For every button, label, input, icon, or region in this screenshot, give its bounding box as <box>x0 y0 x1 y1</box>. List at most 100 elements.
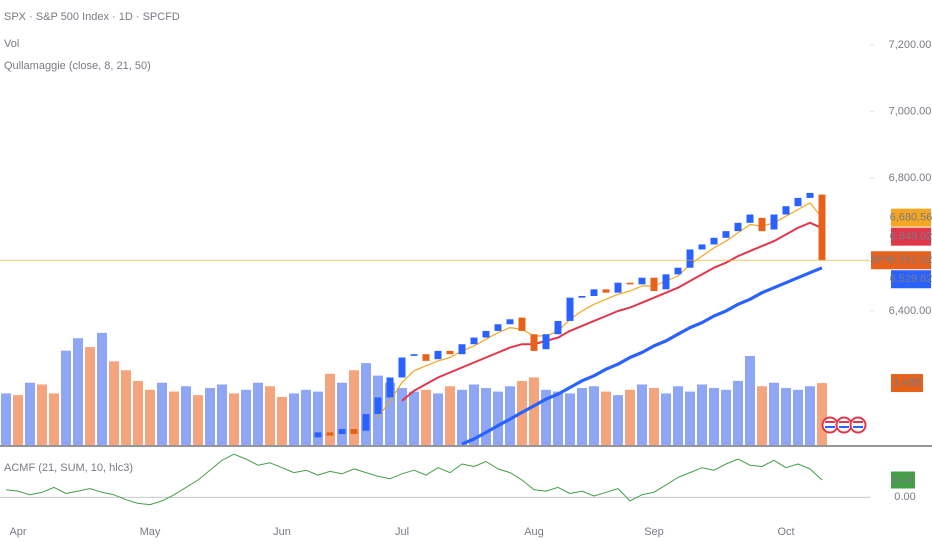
volume-bar <box>733 380 743 445</box>
volume-bar <box>13 395 23 445</box>
x-tick-label: Sep <box>644 526 664 538</box>
price-label: 6,529.82 <box>890 273 932 285</box>
candle-body <box>746 214 754 223</box>
volume-title: Vol <box>4 38 19 50</box>
chart-title: SPX · S&P 500 Index · 1D · SPCFD <box>4 11 180 23</box>
candle-body <box>566 297 574 321</box>
candle-body <box>386 377 394 398</box>
indicator-title: ACMF (21, SUM, 10, hlc3) <box>4 462 133 474</box>
volume-bar <box>241 389 251 445</box>
volume-bar <box>205 388 215 445</box>
candle-body <box>794 197 802 207</box>
indicator-value-label: 0.14 <box>892 474 913 486</box>
volume-bar <box>301 389 311 445</box>
candle-body <box>770 214 778 230</box>
volume-bar <box>541 389 551 445</box>
volume-bar <box>397 388 407 445</box>
candle-body <box>446 350 454 355</box>
candle-body <box>350 429 358 435</box>
candle-body <box>686 249 694 268</box>
candle-body <box>782 206 790 215</box>
event-icons[interactable] <box>821 416 867 434</box>
volume-bar <box>565 393 575 445</box>
volume-bar <box>481 388 491 445</box>
volume-bar <box>313 391 323 445</box>
volume-bar <box>685 391 695 445</box>
candle-body <box>722 231 730 238</box>
event-icon[interactable] <box>821 416 839 434</box>
candle-body <box>590 289 598 297</box>
volume-bar <box>253 382 263 445</box>
volume-bar <box>625 389 635 445</box>
volume-bar <box>61 350 71 445</box>
volume-bar <box>409 391 419 445</box>
volume-bar <box>673 386 683 445</box>
volume-bar <box>325 373 335 445</box>
volume-bar <box>637 384 647 445</box>
y-tick-label: 6,400.00 <box>889 305 932 317</box>
x-tick-label: Jul <box>395 526 409 538</box>
volume-bar <box>589 386 599 445</box>
volume-bar <box>505 386 515 445</box>
candle-body <box>530 334 538 351</box>
moving-average-line <box>461 266 823 445</box>
volume-bar <box>745 356 755 445</box>
moving-average-line <box>401 221 823 402</box>
indicator-layer: 0.00 0.14 <box>0 453 916 506</box>
candle-body <box>410 354 418 356</box>
price-label: 6,649.02 <box>890 231 932 243</box>
candle-body <box>758 217 766 232</box>
x-tick-label: Jun <box>273 526 291 538</box>
volume-bar <box>721 389 731 445</box>
volume-bar <box>133 380 143 445</box>
candle-body <box>422 354 430 361</box>
candle-body <box>662 274 670 290</box>
candle-body <box>434 350 442 360</box>
volume-bar <box>817 383 827 445</box>
volume-bar <box>145 389 155 445</box>
volume-bar <box>349 370 359 445</box>
price-label-bg <box>891 227 931 246</box>
candle-body <box>806 192 814 198</box>
candle-body <box>650 277 658 292</box>
candle-body <box>458 344 466 355</box>
volume-bar <box>601 391 611 445</box>
event-icon-stripe <box>839 421 849 423</box>
volume-bar <box>265 386 275 445</box>
volume-bar <box>529 377 539 445</box>
candle-body <box>494 324 502 331</box>
volume-bar <box>553 391 563 445</box>
volume-bar <box>613 395 623 445</box>
candle-body <box>482 330 490 338</box>
event-icon-stripe <box>853 421 863 423</box>
volume-bar <box>169 391 179 445</box>
axis-layer: Apr May Jun Jul Aug Sep Oct 7,200.00 7,000.00 6,8… <box>9 39 932 538</box>
volume-bar <box>577 388 587 445</box>
volume-bar <box>217 384 227 445</box>
volume-bar <box>697 384 707 445</box>
price-label-bg <box>891 208 931 227</box>
candle-body <box>638 277 646 285</box>
volume-bar <box>805 386 815 445</box>
candle-body <box>578 296 586 298</box>
volume-bar <box>109 361 119 445</box>
volume-bar <box>97 332 107 445</box>
volume-bar <box>433 393 443 445</box>
event-icon[interactable] <box>849 416 867 434</box>
candle-body <box>326 432 334 436</box>
x-tick-label: Oct <box>777 526 794 538</box>
volume-bar <box>709 388 719 445</box>
indicator-line <box>5 453 823 506</box>
volume-bar <box>361 363 371 445</box>
price-label: 6,680.56 <box>890 212 932 224</box>
volume-bar <box>181 386 191 445</box>
event-icon[interactable] <box>835 416 853 434</box>
volume-bar <box>793 389 803 445</box>
price-label: 6,552.52 <box>890 254 932 266</box>
moving-average-line <box>377 202 823 418</box>
candle-body <box>626 282 634 285</box>
volume-label: 3.48B <box>893 377 922 389</box>
